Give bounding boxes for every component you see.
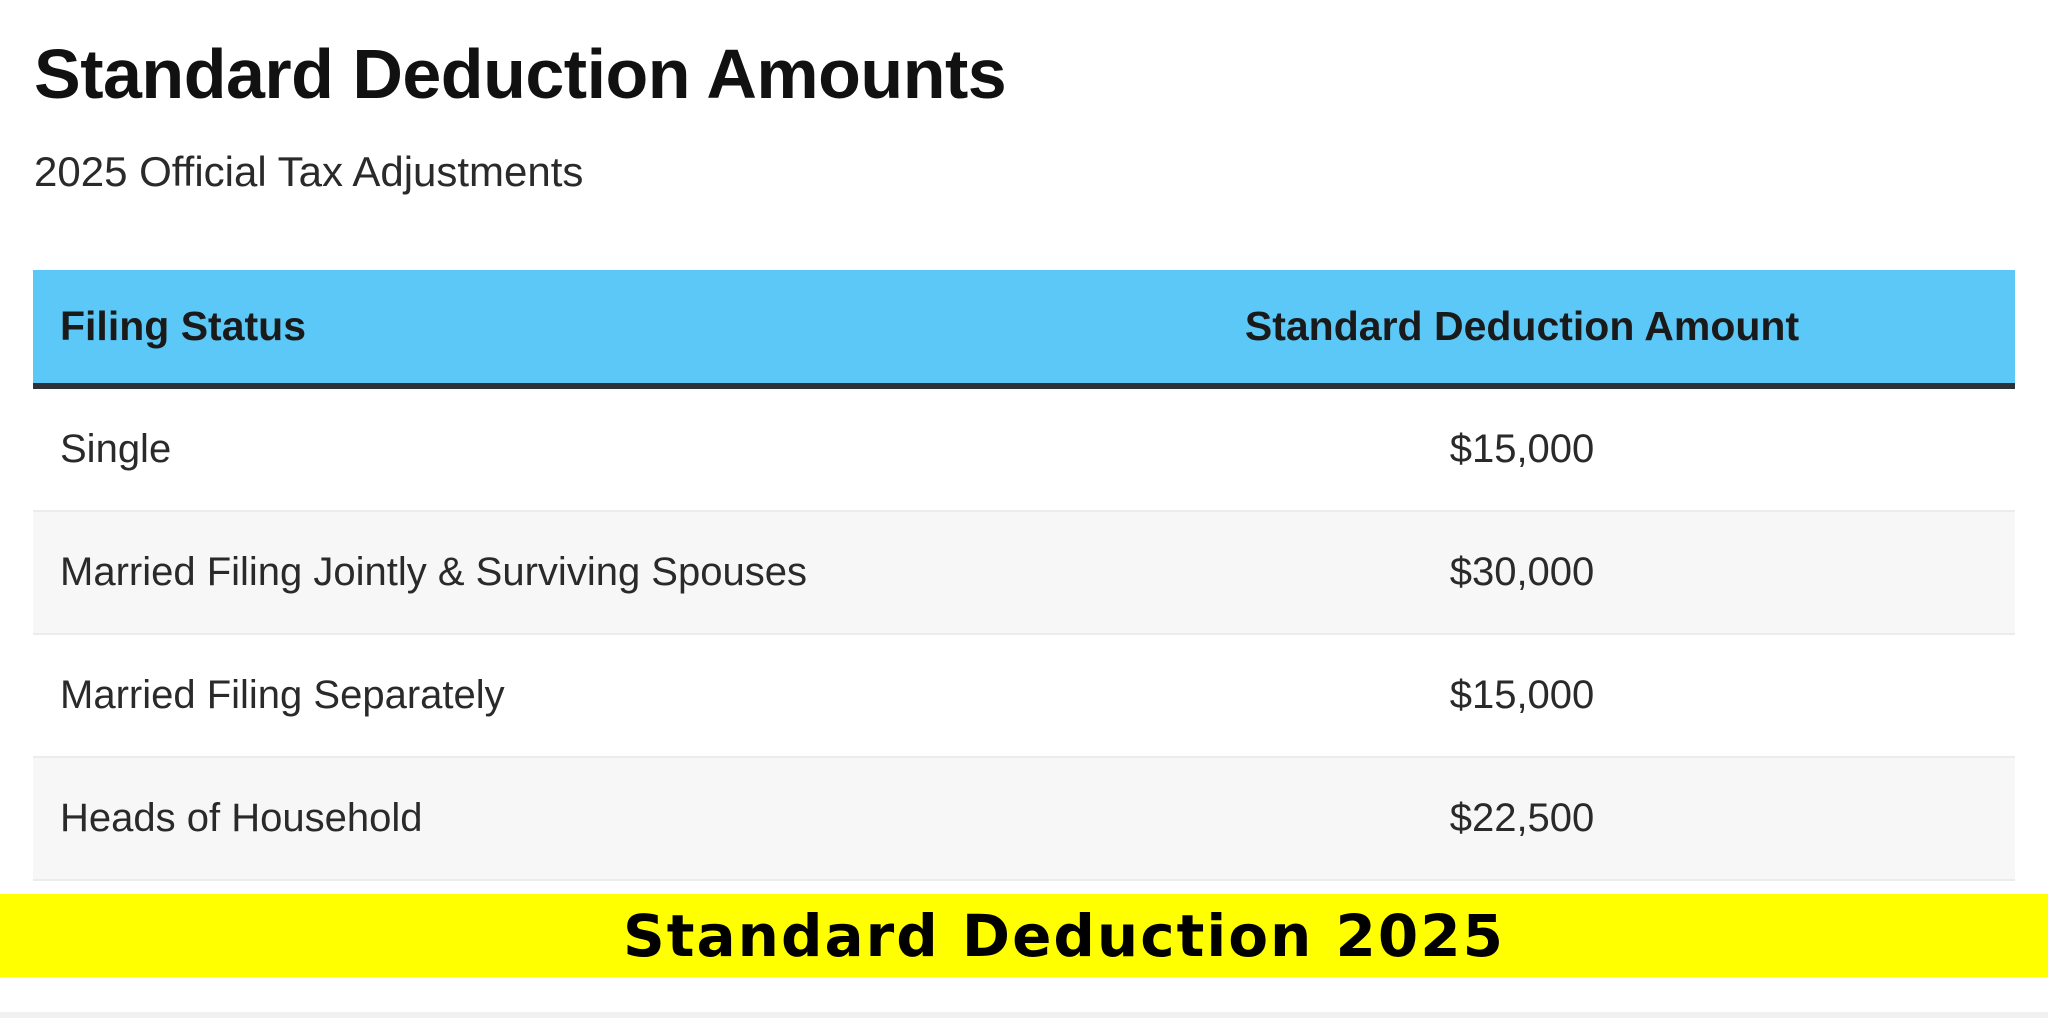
- filing-status-cell: Single: [60, 427, 172, 471]
- title-banner: Standard Deduction 2025: [0, 894, 2048, 977]
- page-subtitle: 2025 Official Tax Adjustments: [34, 148, 584, 195]
- header-deduction-amount: Standard Deduction Amount: [1244, 303, 1800, 349]
- filing-status-cell: Heads of Household: [60, 796, 423, 840]
- amount-cell: $30,000: [1449, 550, 1595, 594]
- page-title: Standard Deduction Amounts: [34, 35, 1007, 113]
- table-header: Filing Status Standard Deduction Amount: [33, 270, 2015, 389]
- table-row: Single $15,000: [33, 389, 2015, 512]
- filing-status-cell: Married Filing Separately: [60, 673, 505, 717]
- amount-cell: $15,000: [1449, 673, 1595, 717]
- header-filing-status: Filing Status: [60, 303, 306, 349]
- table-row: Married Filing Separately $15,000: [33, 635, 2015, 758]
- banner-text: Standard Deduction 2025: [623, 901, 1505, 970]
- filing-status-cell: Married Filing Jointly & Surviving Spous…: [60, 550, 807, 594]
- divider: [0, 1012, 2048, 1018]
- deduction-table: Filing Status Standard Deduction Amount …: [33, 270, 2015, 881]
- amount-cell: $15,000: [1449, 427, 1595, 471]
- amount-cell: $22,500: [1449, 796, 1595, 840]
- table-row: Heads of Household $22,500: [33, 758, 2015, 881]
- table-row: Married Filing Jointly & Surviving Spous…: [33, 512, 2015, 635]
